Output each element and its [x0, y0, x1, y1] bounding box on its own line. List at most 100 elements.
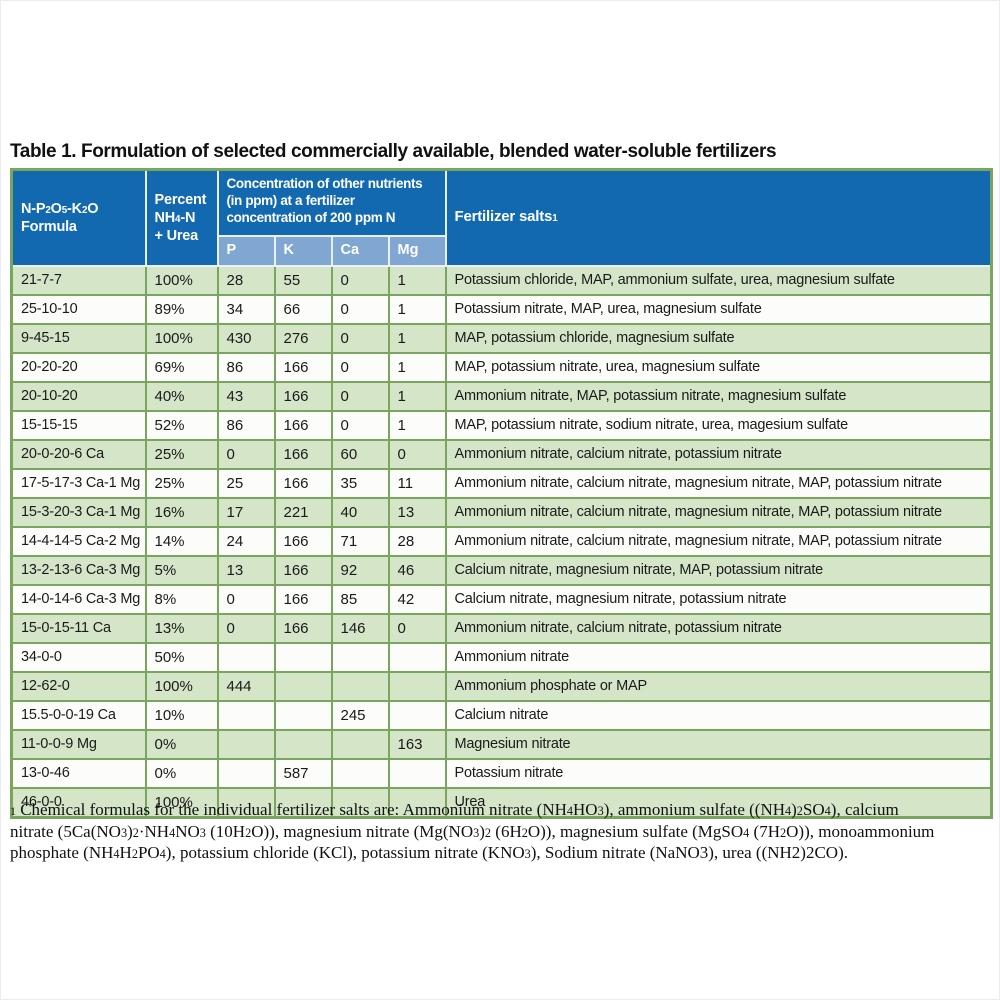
table-row: 20-10-20 40% 43 166 0 1 Ammonium nitrate…: [10, 380, 993, 412]
cell-k: 166: [273, 467, 333, 499]
cell-formula: 17-5-17-3 Ca-1 Mg: [10, 467, 147, 499]
cell-salts: Potassium chloride, MAP, ammonium sulfat…: [444, 264, 993, 296]
cell-k: 66: [273, 293, 333, 325]
cell-salts: Ammonium nitrate, calcium nitrate, magne…: [444, 525, 993, 557]
table-row: 15-0-15-11 Ca 13% 0 166 146 0 Ammonium n…: [10, 612, 993, 644]
cell-percent: 0%: [144, 728, 219, 760]
cell-p: 430: [216, 322, 276, 354]
cell-formula: 15-0-15-11 Ca: [10, 612, 147, 644]
cell-salts: Ammonium nitrate: [444, 641, 993, 673]
cell-formula: 9-45-15: [10, 322, 147, 354]
cell-k: 587: [273, 757, 333, 789]
cell-ca: 85: [330, 583, 390, 615]
cell-salts: Ammonium nitrate, calcium nitrate, potas…: [444, 438, 993, 470]
cell-mg: [387, 699, 447, 731]
col-header-percent-nh4n-urea: Percent NH4-N + Urea: [144, 168, 219, 267]
footnote-line: 1 Chemical formulas for the individual f…: [10, 800, 899, 819]
cell-salts: MAP, potassium nitrate, urea, magnesium …: [444, 351, 993, 383]
cell-p: 86: [216, 409, 276, 441]
cell-percent: 5%: [144, 554, 219, 586]
cell-percent: 0%: [144, 757, 219, 789]
cell-percent: 14%: [144, 525, 219, 557]
table-row: 9-45-15 100% 430 276 0 1 MAP, potassium …: [10, 322, 993, 354]
cell-formula: 34-0-0: [10, 641, 147, 673]
cell-percent: 52%: [144, 409, 219, 441]
cell-percent: 10%: [144, 699, 219, 731]
cell-k: 166: [273, 351, 333, 383]
cell-p: 34: [216, 293, 276, 325]
cell-ca: [330, 728, 390, 760]
cell-formula: 12-62-0: [10, 670, 147, 702]
cell-mg: 163: [387, 728, 447, 760]
cell-k: 166: [273, 409, 333, 441]
cell-mg: 13: [387, 496, 447, 528]
cell-salts: Ammonium nitrate, calcium nitrate, magne…: [444, 496, 993, 528]
cell-k: 166: [273, 554, 333, 586]
cell-p: [216, 641, 276, 673]
table-row: 34-0-0 50% Ammonium nitrate: [10, 641, 993, 673]
cell-formula: 14-0-14-6 Ca-3 Mg: [10, 583, 147, 615]
cell-ca: 0: [330, 264, 390, 296]
cell-mg: 1: [387, 380, 447, 412]
cell-ca: 0: [330, 293, 390, 325]
cell-mg: 1: [387, 264, 447, 296]
footnote: 1 Chemical formulas for the individual f…: [10, 799, 998, 864]
cell-mg: 11: [387, 467, 447, 499]
cell-percent: 40%: [144, 380, 219, 412]
cell-mg: 0: [387, 438, 447, 470]
cell-k: 221: [273, 496, 333, 528]
cell-mg: [387, 670, 447, 702]
cell-salts: Ammonium phosphate or MAP: [444, 670, 993, 702]
cell-percent: 25%: [144, 467, 219, 499]
table-row: 15.5-0-0-19 Ca 10% 245 Calcium nitrate: [10, 699, 993, 731]
table-row: 13-2-13-6 Ca-3 Mg 5% 13 166 92 46 Calciu…: [10, 554, 993, 586]
cell-formula: 15-3-20-3 Ca-1 Mg: [10, 496, 147, 528]
cell-percent: 69%: [144, 351, 219, 383]
table-row: 15-15-15 52% 86 166 0 1 MAP, potassium n…: [10, 409, 993, 441]
cell-percent: 89%: [144, 293, 219, 325]
cell-k: 166: [273, 438, 333, 470]
cell-p: 24: [216, 525, 276, 557]
footnote-line: nitrate (5Ca(NO3)2·NH4NO3 (10H2O)), magn…: [10, 821, 935, 841]
cell-k: [273, 728, 333, 760]
col-header-p: P: [216, 234, 276, 267]
cell-p: [216, 786, 276, 818]
cell-k: 166: [273, 583, 333, 615]
cell-percent: 25%: [144, 438, 219, 470]
cell-mg: 28: [387, 525, 447, 557]
table-row: 20-0-20-6 Ca 25% 0 166 60 0 Ammonium nit…: [10, 438, 993, 470]
cell-salts: Ammonium nitrate, calcium nitrate, potas…: [444, 612, 993, 644]
cell-ca: 0: [330, 380, 390, 412]
col-header-formula: N-P2O5-K2O Formula: [10, 168, 147, 267]
col-header-ca: Ca: [330, 234, 390, 267]
cell-ca: [330, 757, 390, 789]
cell-formula: 21-7-7: [10, 264, 147, 296]
cell-mg: 0: [387, 612, 447, 644]
table-row: 25-10-10 89% 34 66 0 1 Potassium nitrate…: [10, 293, 993, 325]
cell-formula: 46-0-0: [10, 786, 147, 818]
table-row: 20-20-20 69% 86 166 0 1 MAP, potassium n…: [10, 351, 993, 383]
cell-ca: 0: [330, 409, 390, 441]
cell-mg: [387, 757, 447, 789]
cell-mg: 1: [387, 409, 447, 441]
cell-ca: [330, 786, 390, 818]
cell-k: 166: [273, 380, 333, 412]
cell-salts: MAP, potassium chloride, magnesium sulfa…: [444, 322, 993, 354]
cell-mg: [387, 641, 447, 673]
cell-ca: 245: [330, 699, 390, 731]
cell-p: 43: [216, 380, 276, 412]
cell-k: [273, 699, 333, 731]
table-row: 14-0-14-6 Ca-3 Mg 8% 0 166 85 42 Calcium…: [10, 583, 993, 615]
cell-p: 28: [216, 264, 276, 296]
fertilizer-table: N-P2O5-K2O Formula Percent NH4-N + Urea …: [10, 168, 994, 819]
cell-ca: 40: [330, 496, 390, 528]
cell-percent: 8%: [144, 583, 219, 615]
cell-percent: 100%: [144, 786, 219, 818]
cell-p: [216, 728, 276, 760]
cell-salts: Potassium nitrate: [444, 757, 993, 789]
col-header-fertilizer-salts: Fertilizer salts1: [444, 168, 993, 267]
cell-percent: 50%: [144, 641, 219, 673]
cell-ca: 35: [330, 467, 390, 499]
cell-formula: 13-0-46: [10, 757, 147, 789]
